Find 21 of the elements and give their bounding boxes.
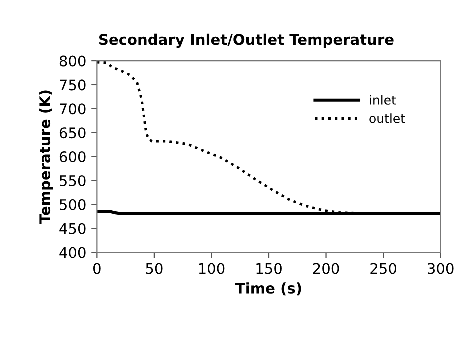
y-tick-label: 400 xyxy=(60,247,86,258)
y-tick-label: 600 xyxy=(60,152,86,163)
y-tick-label: 800 xyxy=(60,56,86,67)
x-tick-label: 0 xyxy=(93,263,101,274)
legend-label: inlet xyxy=(370,95,396,105)
x-tick-label: 250 xyxy=(370,263,396,274)
y-tick-label: 450 xyxy=(60,223,86,234)
y-tick-label: 750 xyxy=(60,80,86,91)
x-tick-label: 200 xyxy=(313,263,340,274)
x-tick-label: 150 xyxy=(256,263,282,274)
chart-title: Secondary Inlet/Outlet Temperature xyxy=(99,34,394,48)
x-tick-label: 300 xyxy=(428,263,454,274)
legend-label: outlet xyxy=(370,114,406,124)
x-tick-label: 100 xyxy=(199,263,225,274)
y-tick-label: 700 xyxy=(60,104,86,115)
y-axis-title: Temperature (K) xyxy=(39,90,54,224)
y-tick-label: 500 xyxy=(60,199,86,210)
y-tick-label: 550 xyxy=(60,175,86,186)
y-tick-label: 650 xyxy=(60,128,86,139)
x-axis-title: Time (s) xyxy=(236,282,302,296)
x-tick-label: 50 xyxy=(146,263,163,274)
